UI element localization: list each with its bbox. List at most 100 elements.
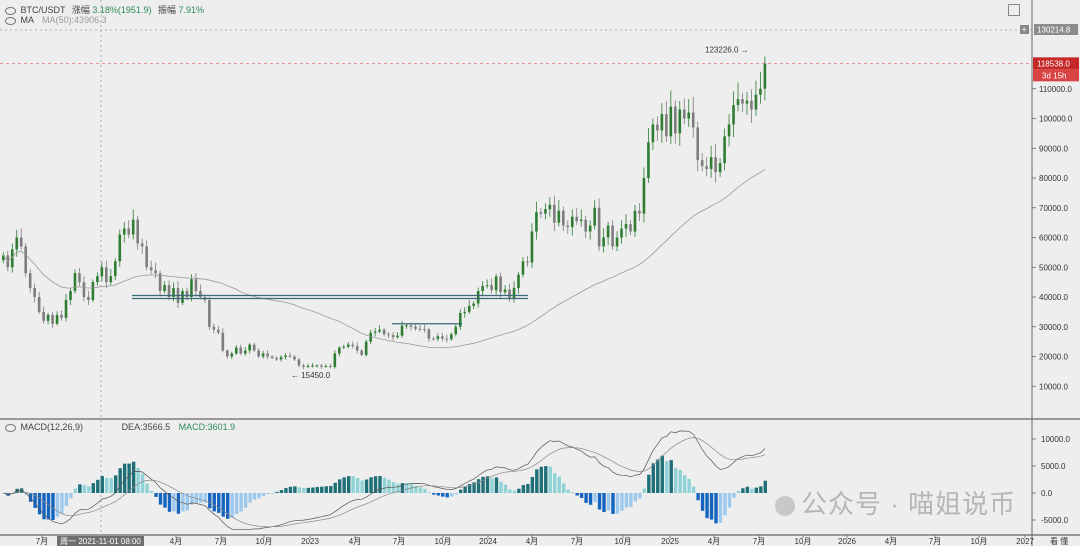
macd-bar xyxy=(226,493,230,519)
macd-header: MACD(12,26,9) DEA:3566.5 MACD:3601.9 xyxy=(5,422,235,432)
candle xyxy=(131,219,135,235)
price-tick-label: 40000.0 xyxy=(1039,293,1068,302)
eye-icon[interactable] xyxy=(5,6,16,15)
macd-bar xyxy=(176,493,181,514)
time-tick-label: 2023 xyxy=(301,537,319,546)
macd-bar xyxy=(208,493,212,509)
candle xyxy=(705,166,708,170)
dea-line xyxy=(3,437,766,528)
macd-bar xyxy=(463,486,467,493)
macd-bar xyxy=(369,477,373,493)
candle xyxy=(140,243,144,247)
candle xyxy=(167,285,171,297)
macd-bar xyxy=(512,490,517,493)
macd-bar xyxy=(723,493,727,516)
macd-bar xyxy=(647,474,651,493)
macd-bar xyxy=(266,493,270,495)
current-price-badge xyxy=(1033,57,1079,70)
macd-bar xyxy=(136,467,140,493)
candle xyxy=(333,353,337,367)
macd-bar xyxy=(535,469,539,493)
candle xyxy=(346,344,350,347)
macd-bar xyxy=(190,493,194,505)
eye-icon[interactable] xyxy=(5,423,16,432)
candle xyxy=(445,338,449,340)
macd-bar xyxy=(400,483,405,493)
macd-bar xyxy=(338,479,342,493)
candle xyxy=(718,163,722,173)
macd-bar xyxy=(687,478,691,493)
macd-bar xyxy=(454,493,458,495)
symbol-label: BTC/USDT xyxy=(20,5,66,15)
high-annotation: 123226.0 → xyxy=(705,45,749,54)
macd-bar xyxy=(629,493,633,507)
candle xyxy=(606,225,610,238)
time-tick-label: 2027 xyxy=(1016,537,1034,546)
candle xyxy=(727,124,731,137)
candle xyxy=(674,106,677,134)
candle xyxy=(24,246,27,274)
candle xyxy=(82,282,86,297)
candle xyxy=(55,314,59,324)
candle xyxy=(539,212,543,214)
candle xyxy=(535,212,538,232)
candle xyxy=(136,219,139,244)
macd-bar xyxy=(423,488,427,493)
time-tick-label: 7月 xyxy=(215,537,227,546)
candle xyxy=(378,329,381,332)
macd-bar xyxy=(243,493,248,508)
price-tick-label: 10000.0 xyxy=(1039,382,1068,391)
candle xyxy=(51,314,54,324)
candle xyxy=(288,355,292,357)
ma-label: MA xyxy=(20,15,34,25)
watermark: 公众号 · 喵姐说币 xyxy=(775,484,1016,521)
macd-bar xyxy=(275,491,279,493)
candle xyxy=(458,313,462,327)
candle xyxy=(624,224,628,229)
candle xyxy=(91,282,95,300)
macd-bar xyxy=(167,493,172,512)
macd-bar xyxy=(19,488,24,493)
macd-bar xyxy=(217,493,221,513)
candle xyxy=(544,209,547,214)
candle xyxy=(279,357,283,360)
macd-bar xyxy=(548,466,552,493)
time-tick-label: 10月 xyxy=(256,537,273,546)
low-annotation: ← 15450.0 xyxy=(291,371,331,380)
macd-bar xyxy=(458,489,463,493)
candle xyxy=(615,237,619,247)
price-tick-label: 20000.0 xyxy=(1039,353,1068,362)
fullscreen-icon[interactable] xyxy=(1008,4,1020,16)
time-tick-label: 4月 xyxy=(349,537,361,546)
candle xyxy=(311,365,314,367)
candle xyxy=(763,63,767,89)
macd-bar xyxy=(467,484,472,493)
candle xyxy=(37,297,41,312)
macd-bar xyxy=(118,468,122,493)
wechat-logo-icon xyxy=(775,496,795,517)
candle xyxy=(382,329,386,335)
macd-bar xyxy=(252,493,257,500)
macd-bar xyxy=(718,493,723,523)
macd-bar xyxy=(33,493,37,508)
macd-bar xyxy=(158,493,163,505)
candle xyxy=(190,279,193,297)
candle xyxy=(360,350,363,356)
candle xyxy=(682,109,686,119)
macd-bar xyxy=(96,479,100,493)
macd-bar xyxy=(700,493,705,511)
candle xyxy=(212,326,216,330)
candle xyxy=(709,157,713,170)
eye-icon[interactable] xyxy=(5,16,16,25)
macd-bar xyxy=(606,493,611,511)
macd-bar xyxy=(360,480,364,493)
candle xyxy=(257,350,260,357)
candle xyxy=(373,331,377,333)
candle xyxy=(741,99,744,104)
change-value: 3.18%(1951.9) xyxy=(92,5,152,15)
time-tick-label: 7月 xyxy=(571,537,583,546)
macd-bar xyxy=(696,493,700,501)
candle xyxy=(154,270,157,274)
macd-bar xyxy=(691,486,696,493)
